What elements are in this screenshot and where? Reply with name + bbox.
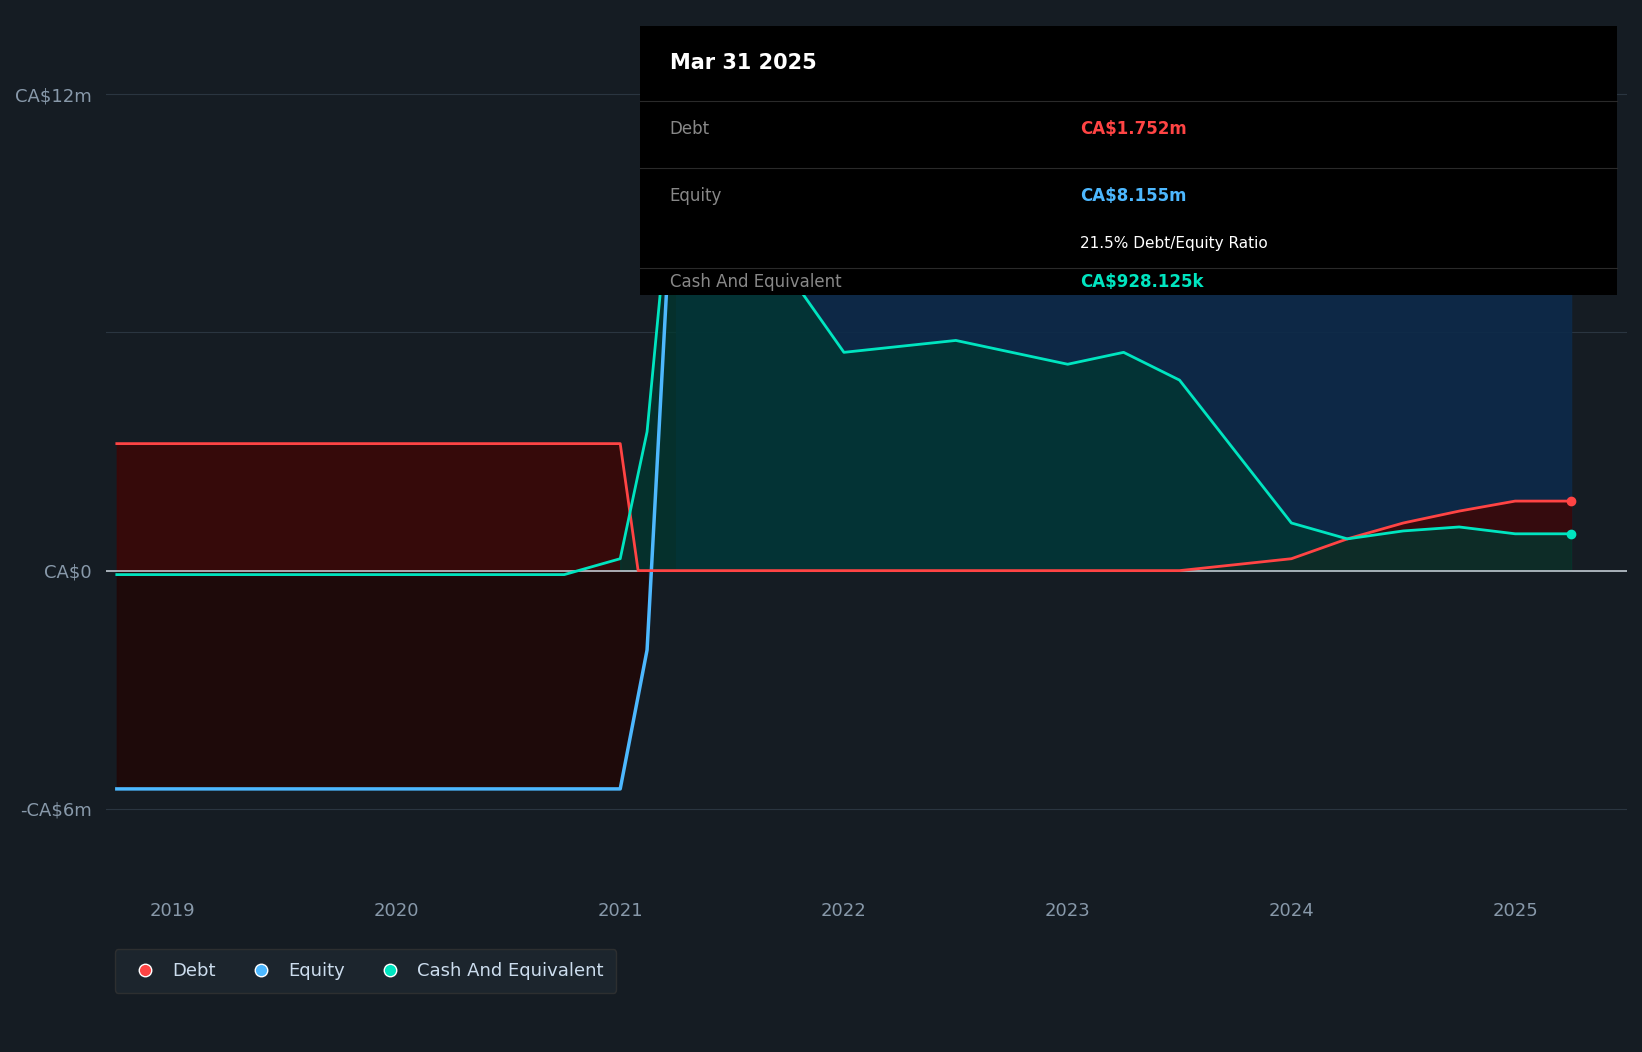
Text: CA$1.752m: CA$1.752m <box>1080 120 1187 138</box>
Text: CA$928.125k: CA$928.125k <box>1080 274 1204 291</box>
Text: 21.5% Debt/Equity Ratio: 21.5% Debt/Equity Ratio <box>1080 236 1268 250</box>
Text: Equity: Equity <box>670 187 722 205</box>
Text: CA$8.155m: CA$8.155m <box>1080 187 1187 205</box>
Text: Mar 31 2025: Mar 31 2025 <box>670 53 816 74</box>
Legend: Debt, Equity, Cash And Equivalent: Debt, Equity, Cash And Equivalent <box>115 949 616 993</box>
Text: Debt: Debt <box>670 120 709 138</box>
Text: Cash And Equivalent: Cash And Equivalent <box>670 274 841 291</box>
